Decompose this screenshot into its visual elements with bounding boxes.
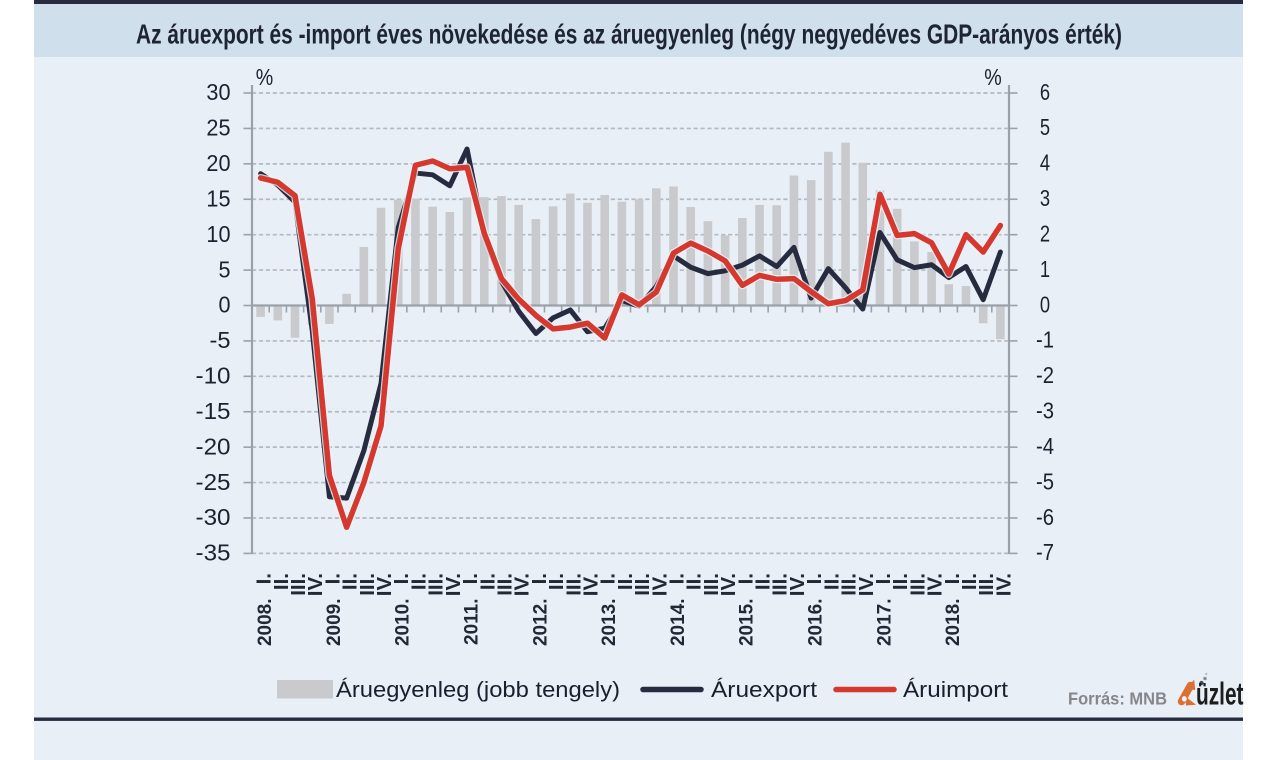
svg-text:I.: I.	[941, 573, 964, 584]
svg-text:III.: III.	[562, 573, 585, 596]
svg-text:-7: -7	[1036, 539, 1054, 565]
svg-text:III.: III.	[287, 573, 310, 596]
svg-text:0: 0	[219, 292, 231, 318]
svg-text:-2: -2	[1036, 362, 1054, 388]
svg-text:-25: -25	[196, 469, 231, 495]
svg-text:IV.: IV.	[855, 573, 878, 596]
svg-text:1: 1	[1040, 256, 1050, 282]
svg-text:25: 25	[206, 115, 230, 141]
svg-text:IV.: IV.	[924, 573, 947, 596]
svg-text:II.: II.	[752, 573, 775, 590]
svg-text:-6: -6	[1036, 504, 1054, 530]
svg-text:I.: I.	[872, 573, 895, 584]
svg-text:-3: -3	[1036, 398, 1054, 424]
svg-text:IV.: IV.	[304, 573, 327, 596]
svg-text:III.: III.	[425, 573, 448, 596]
svg-text:20: 20	[206, 150, 230, 176]
svg-text:-5: -5	[1036, 468, 1054, 494]
svg-text:4: 4	[1040, 150, 1050, 176]
svg-text:I.: I.	[734, 573, 757, 584]
svg-text:2009.: 2009.	[324, 599, 345, 647]
svg-text:2016.: 2016.	[806, 599, 827, 647]
svg-text:II.: II.	[545, 573, 568, 590]
svg-text:2011.: 2011.	[461, 599, 482, 646]
svg-text:IV.: IV.	[717, 573, 740, 596]
svg-text:I.: I.	[253, 573, 276, 584]
svg-text:II.: II.	[958, 573, 981, 590]
svg-text:-30: -30	[196, 504, 231, 530]
svg-text:Áruimport: Áruimport	[903, 677, 1008, 702]
svg-text:-15: -15	[196, 398, 231, 424]
svg-text:%: %	[256, 64, 274, 90]
svg-text:IV.: IV.	[373, 573, 396, 596]
svg-text:IV.: IV.	[579, 573, 602, 596]
svg-text:2017.: 2017.	[874, 599, 895, 647]
svg-text:III.: III.	[493, 573, 516, 596]
svg-text:II.: II.	[339, 573, 362, 590]
svg-text:2018.: 2018.	[943, 599, 964, 647]
svg-text:III.: III.	[975, 573, 998, 596]
svg-text:2012.: 2012.	[530, 599, 551, 647]
svg-text:-4: -4	[1036, 433, 1054, 459]
svg-text:2010.: 2010.	[393, 599, 414, 647]
svg-text:III.: III.	[631, 573, 654, 596]
svg-text:III.: III.	[356, 573, 379, 596]
svg-text:3: 3	[1040, 185, 1050, 211]
svg-text:-35: -35	[196, 540, 231, 566]
svg-text:2: 2	[1040, 221, 1050, 247]
svg-text:15: 15	[206, 186, 230, 212]
svg-text:-5: -5	[210, 327, 231, 353]
svg-text:2013.: 2013.	[599, 599, 620, 647]
svg-text:I.: I.	[528, 573, 551, 584]
svg-text:II.: II.	[820, 573, 843, 590]
svg-text:II.: II.	[270, 573, 293, 590]
svg-text:6: 6	[1040, 79, 1050, 105]
svg-text:30: 30	[206, 79, 230, 105]
svg-text:-20: -20	[196, 433, 231, 459]
svg-text:IV.: IV.	[442, 573, 465, 596]
svg-text:II.: II.	[683, 573, 706, 590]
svg-text:5: 5	[219, 256, 231, 282]
svg-text:IV.: IV.	[648, 573, 671, 596]
svg-text:Áruexport: Áruexport	[711, 677, 817, 702]
svg-text:I.: I.	[803, 573, 826, 584]
svg-text:-10: -10	[196, 363, 231, 389]
svg-text:I.: I.	[321, 573, 344, 584]
svg-text:Áruegyenleg (jobb tengely): Áruegyenleg (jobb tengely)	[336, 677, 620, 702]
svg-text:üzlet: üzlet	[1196, 676, 1244, 712]
svg-text:I.: I.	[459, 573, 482, 584]
svg-text:Az áruexport és -import éves n: Az áruexport és -import éves növekedése …	[136, 19, 1122, 50]
svg-text:IV.: IV.	[786, 573, 809, 596]
svg-text:0: 0	[1040, 291, 1050, 317]
svg-text:2014.: 2014.	[668, 599, 689, 647]
svg-text:%: %	[984, 64, 1002, 90]
svg-text:Forrás: MNB: Forrás: MNB	[1068, 689, 1167, 709]
svg-text:-1: -1	[1036, 327, 1054, 353]
svg-text:IV.: IV.	[992, 573, 1015, 596]
svg-text:III.: III.	[769, 573, 792, 596]
svg-text:II.: II.	[889, 573, 912, 590]
svg-text:IV.: IV.	[511, 573, 534, 596]
svg-text:2008.: 2008.	[255, 599, 276, 647]
svg-text:III.: III.	[700, 573, 723, 596]
svg-text:I.: I.	[666, 573, 689, 584]
svg-text:10: 10	[206, 221, 230, 247]
svg-text:2015.: 2015.	[737, 599, 758, 647]
svg-text:III.: III.	[906, 573, 929, 596]
svg-text:II.: II.	[476, 573, 499, 590]
svg-text:I.: I.	[390, 573, 413, 584]
svg-text:5: 5	[1040, 114, 1050, 140]
svg-text:I.: I.	[597, 573, 620, 584]
svg-text:II.: II.	[407, 573, 430, 590]
svg-text:III.: III.	[838, 573, 861, 596]
svg-text:II.: II.	[614, 573, 637, 590]
